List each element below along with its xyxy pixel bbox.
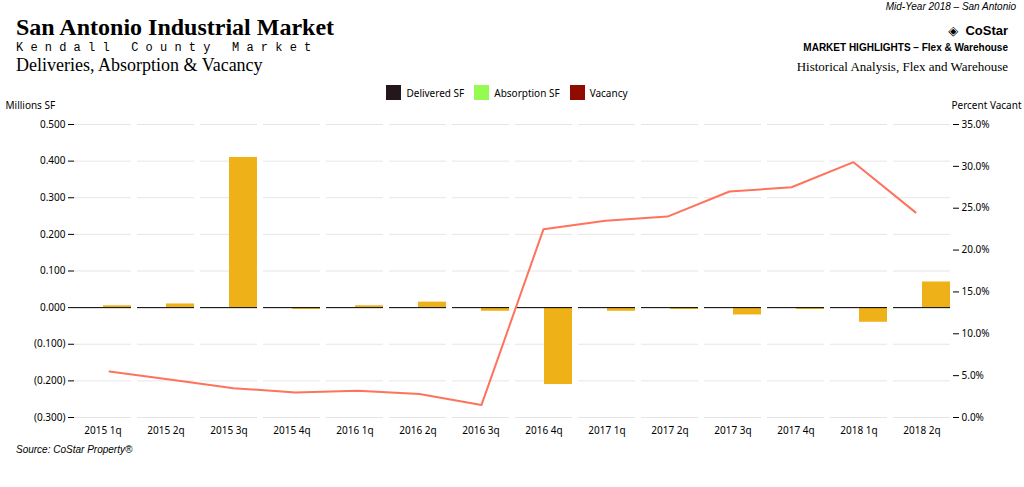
svg-text:25.0%: 25.0% [962,200,990,214]
svg-text:0.0%: 0.0% [962,410,984,424]
svg-text:0.500: 0.500 [40,117,66,131]
svg-text:0.000: 0.000 [40,300,66,314]
svg-text:2015 4q: 2015 4q [273,423,310,437]
svg-text:0.400: 0.400 [40,153,66,167]
svg-text:2017 2q: 2017 2q [651,423,688,437]
svg-text:(0.100): (0.100) [34,336,66,350]
svg-text:5.0%: 5.0% [962,368,984,382]
svg-text:0.300: 0.300 [40,190,66,204]
html-text:Historical Analysis, Flex and: Historical Analysis, Flex and Warehouse [796,59,1008,74]
html-text:Deliveries, Absorption & Vacan: Deliveries, Absorption & Vacancy [16,55,263,75]
svg-text:(0.300): (0.300) [34,410,66,424]
svg-text:2017 1q: 2017 1q [588,423,625,437]
svg-text:10.0%: 10.0% [962,326,990,340]
svg-text:2017 3q: 2017 3q [714,423,751,437]
svg-text:Percent Vacant: Percent Vacant [951,98,1021,112]
html-text:Vacancy: Vacancy [589,85,628,100]
html-text:San Antonio Industrial Market: San Antonio Industrial Market [16,14,335,40]
svg-text:20.0%: 20.0% [962,242,990,256]
svg-text:0.200: 0.200 [40,227,66,241]
svg-text:2016 2q: 2016 2q [399,423,436,437]
svg-text:2016 1q: 2016 1q [336,423,373,437]
html-text:Delivered SF: Delivered SF [406,85,465,100]
svg-text:15.0%: 15.0% [962,284,990,298]
html-text:Absorption SF: Absorption SF [494,85,560,100]
html-text:K e n d a l l C o u n t y M a: K e n d a l l C o u n t y M a r k e t [16,41,312,55]
html-text:◈ CoStar: ◈ CoStar [948,23,1008,38]
svg-text:2017 4q: 2017 4q [777,423,814,437]
svg-text:Millions SF: Millions SF [6,98,56,112]
svg-text:2015 2q: 2015 2q [147,423,184,437]
html-text:MARKET HIGHLIGHTS – Flex & War: MARKET HIGHLIGHTS – Flex & Warehouse [803,42,1008,53]
svg-text:35.0%: 35.0% [962,117,990,131]
svg-text:2018 2q: 2018 2q [903,423,940,437]
svg-text:2016 3q: 2016 3q [462,423,499,437]
svg-text:2015 1q: 2015 1q [84,423,121,437]
svg-text:(0.200): (0.200) [34,373,66,387]
svg-text:2015 3q: 2015 3q [210,423,247,437]
html-text:Source: CoStar Property®: Source: CoStar Property® [16,444,133,455]
svg-text:30.0%: 30.0% [962,159,990,173]
svg-text:2018 1q: 2018 1q [840,423,877,437]
svg-text:0.100: 0.100 [40,263,66,277]
svg-text:2016 4q: 2016 4q [525,423,562,437]
html-text:Mid-Year 2018 – San Antonio: Mid-Year 2018 – San Antonio [885,1,1016,12]
